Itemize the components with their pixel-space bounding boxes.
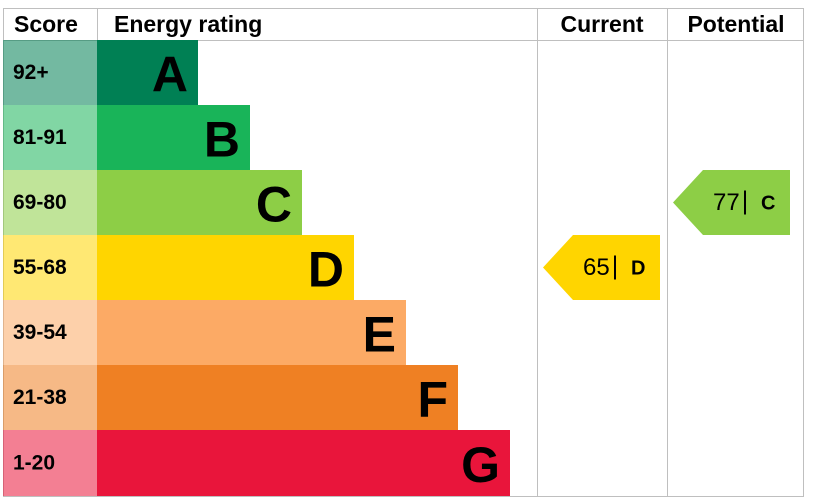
score-cell bbox=[3, 170, 97, 235]
score-cell bbox=[3, 300, 97, 365]
header-rating: Energy rating bbox=[114, 11, 262, 37]
rating-letter: G bbox=[461, 437, 500, 493]
score-label: 39-54 bbox=[13, 321, 67, 344]
rating-letter: B bbox=[204, 112, 240, 168]
rating-bar bbox=[97, 170, 302, 235]
header-score: Score bbox=[14, 11, 78, 37]
current-score: 65 bbox=[583, 254, 610, 281]
potential-score: 77 bbox=[713, 189, 740, 216]
header-potential: Potential bbox=[687, 11, 784, 37]
score-cell bbox=[3, 40, 97, 105]
score-label: 92+ bbox=[13, 61, 49, 84]
score-label: 69-80 bbox=[13, 191, 67, 214]
rating-bar bbox=[97, 430, 510, 496]
rating-letter: D bbox=[308, 242, 344, 298]
header-current: Current bbox=[560, 11, 643, 37]
score-label: 1-20 bbox=[13, 452, 55, 475]
current-rating: D bbox=[631, 258, 645, 280]
rating-letter: C bbox=[256, 177, 292, 233]
score-cell bbox=[3, 105, 97, 170]
rating-bar bbox=[97, 105, 250, 170]
rating-letter: F bbox=[417, 372, 448, 428]
rating-letter: A bbox=[152, 47, 188, 103]
current-arrow bbox=[543, 235, 660, 300]
potential-arrow bbox=[673, 170, 790, 235]
score-label: 21-38 bbox=[13, 386, 67, 409]
rating-bar bbox=[97, 365, 458, 430]
score-label: 55-68 bbox=[13, 256, 67, 279]
score-cell bbox=[3, 430, 97, 496]
potential-rating: C bbox=[761, 193, 775, 215]
score-cell bbox=[3, 235, 97, 300]
rating-letter: E bbox=[363, 307, 396, 363]
rating-bar bbox=[97, 300, 406, 365]
rating-bar bbox=[97, 40, 198, 105]
score-cell bbox=[3, 365, 97, 430]
rating-bar bbox=[97, 235, 354, 300]
score-label: 81-91 bbox=[13, 126, 67, 149]
